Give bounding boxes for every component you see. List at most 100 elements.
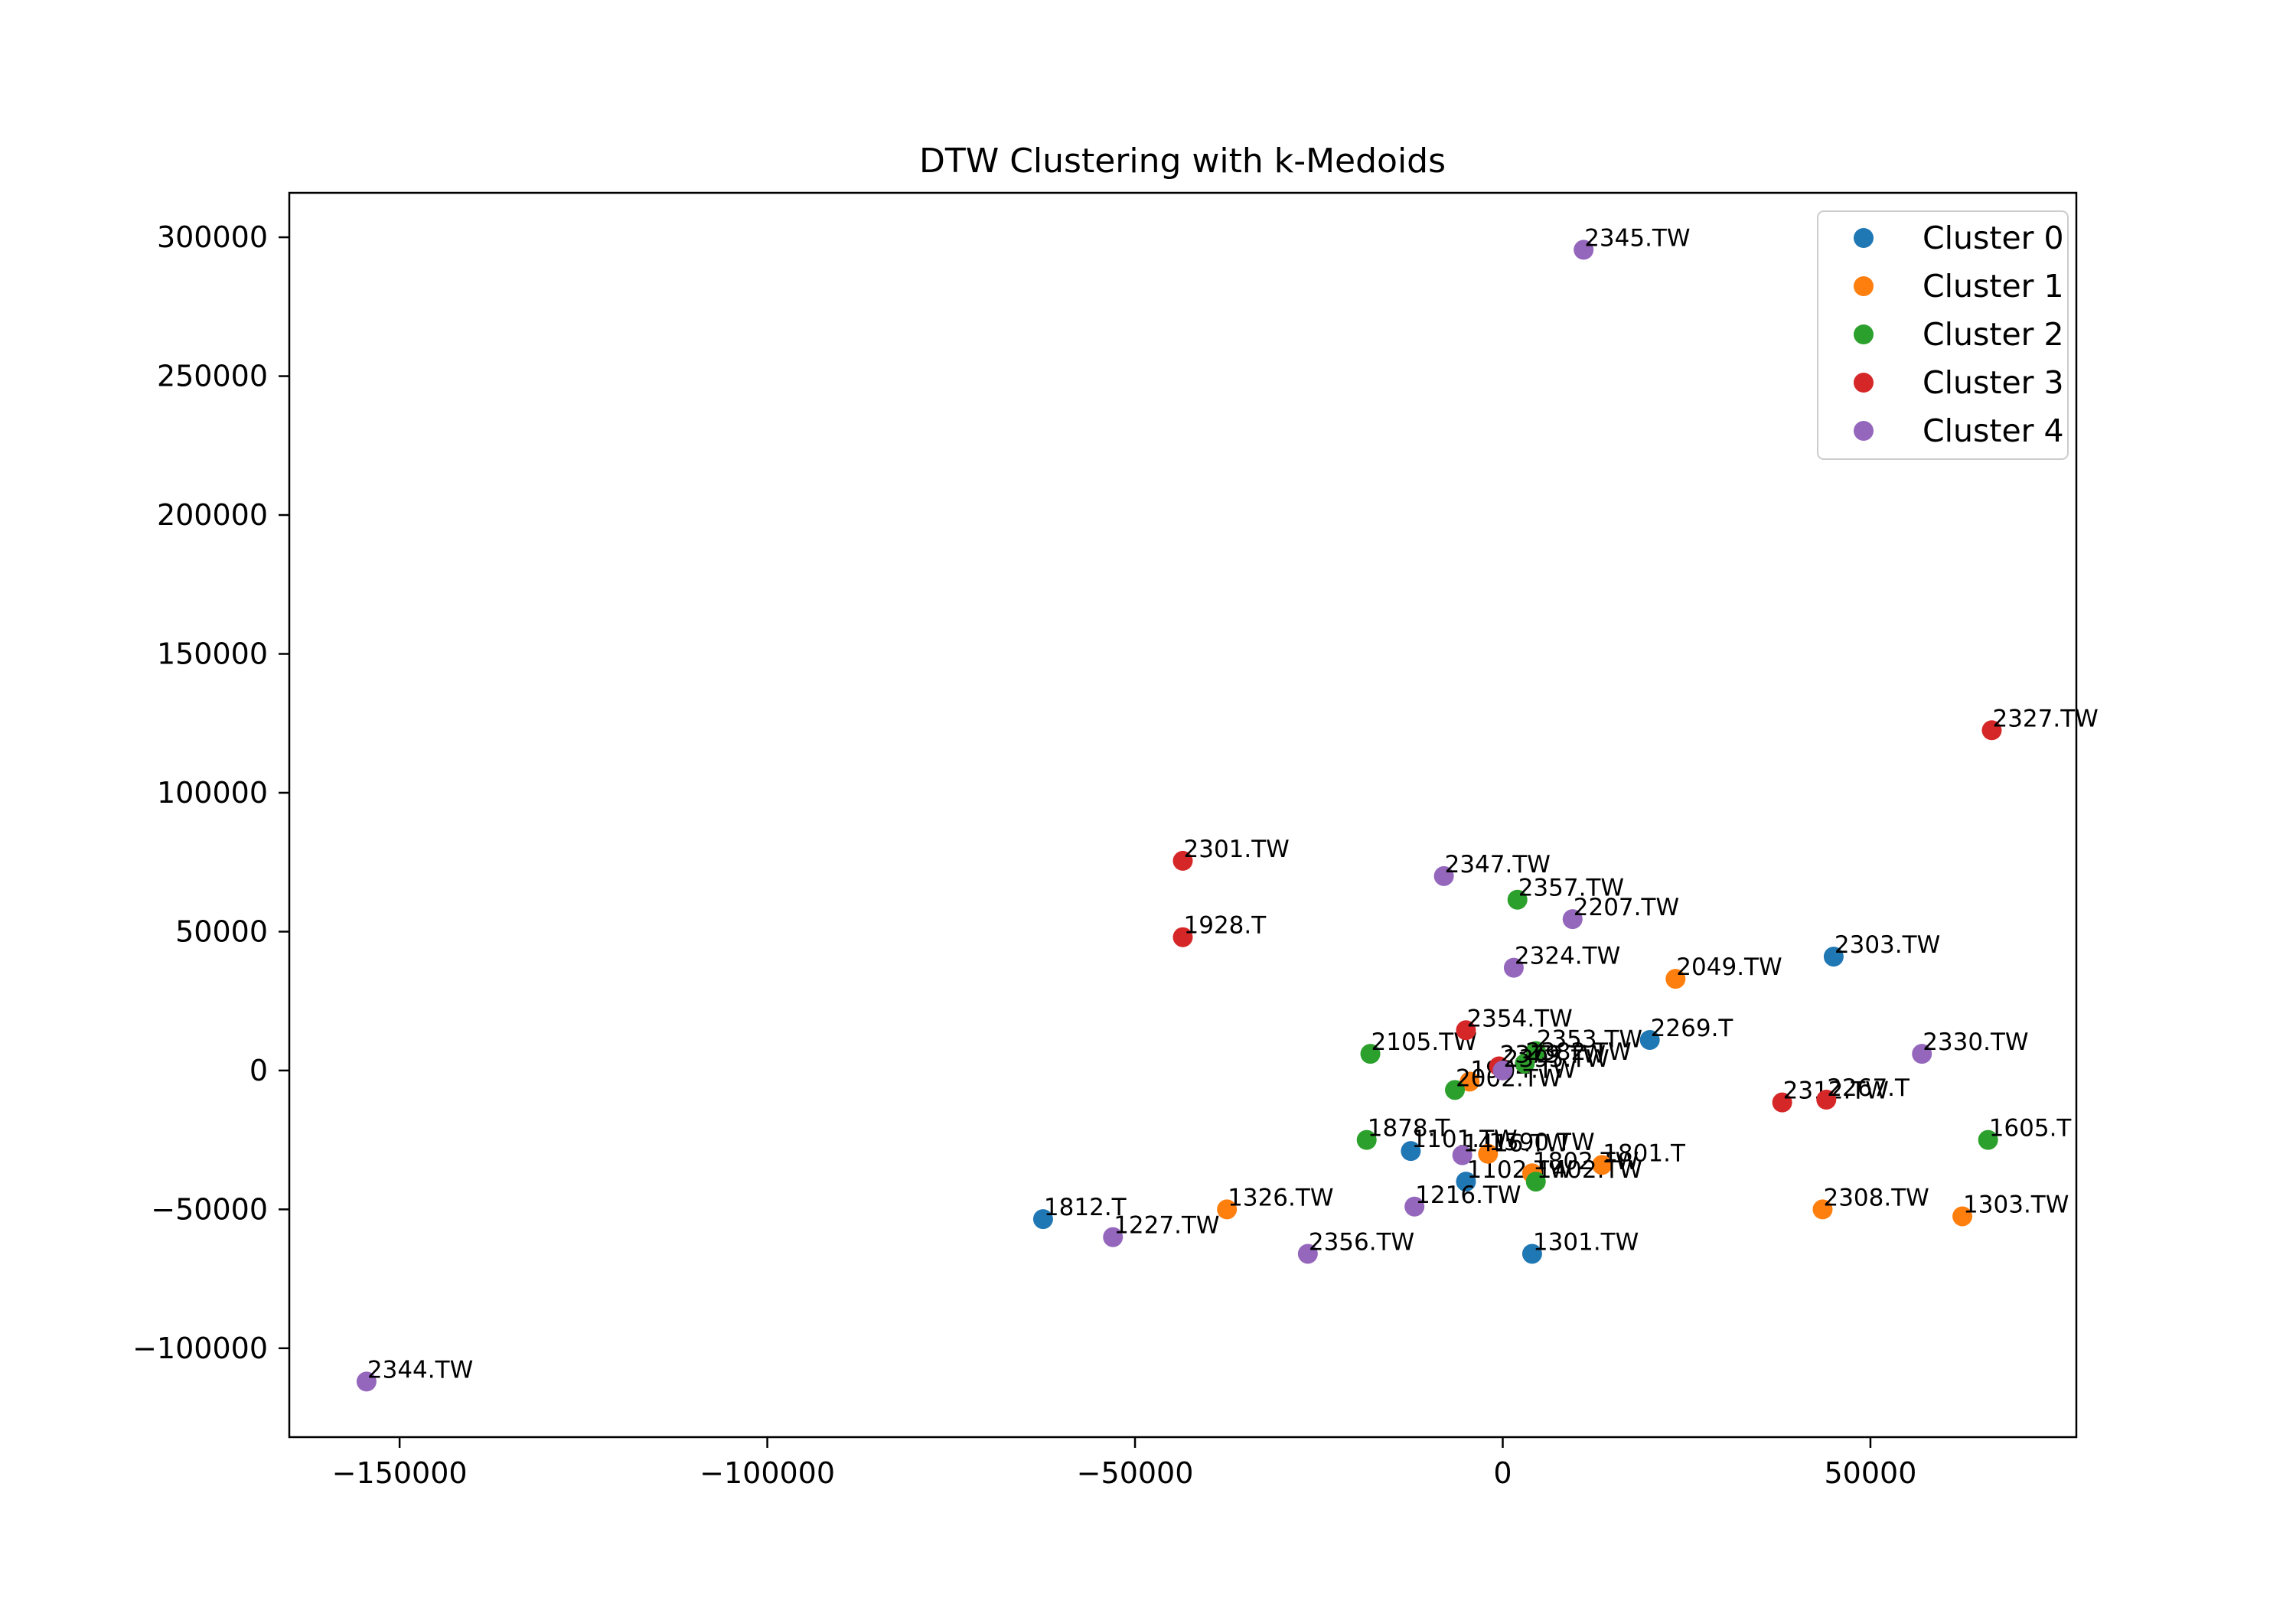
data-point xyxy=(1812,1199,1833,1220)
data-point xyxy=(1823,947,1844,967)
point-label: 2330.TW xyxy=(1923,1028,2028,1056)
axes-frame xyxy=(288,191,2078,1439)
x-tick-label: 0 xyxy=(1493,1456,1512,1490)
point-label: 2269.T xyxy=(1651,1015,1734,1042)
legend-label: Cluster 1 xyxy=(1923,268,2064,305)
point-label: 2303.TW xyxy=(1835,931,1940,959)
point-label: 1801.T xyxy=(1603,1139,1686,1167)
x-tick-label: 50000 xyxy=(1825,1456,1917,1490)
series-cluster-4: 2345.TW 2347.TW 2207.TW 2324.TW 2330.TW 2395.… xyxy=(356,224,2029,1392)
point-label: 1928.T xyxy=(1184,912,1267,940)
y-tick-label: 50000 xyxy=(175,914,268,948)
legend: Cluster 0 Cluster 1 Cluster 2 Cluster 3 Clus… xyxy=(1817,210,2069,460)
x-tick-label: −150000 xyxy=(332,1456,468,1490)
data-point xyxy=(1978,1129,1998,1150)
data-point xyxy=(1492,1060,1513,1081)
legend-marker xyxy=(1854,276,1874,296)
y-tick-label: 0 xyxy=(249,1054,268,1087)
point-label: 2207.TW xyxy=(1574,894,1679,921)
data-point xyxy=(1433,865,1454,886)
data-point xyxy=(1665,969,1686,989)
series-cluster-1: 2049.TW1904.TW1590.TW1802.TW1801.T1326.T… xyxy=(1217,953,2069,1227)
data-point xyxy=(1639,1029,1660,1050)
point-label: 2379.TW xyxy=(1500,1041,1606,1068)
data-point xyxy=(1217,1199,1238,1220)
point-label: 2356.TW xyxy=(1309,1228,1414,1256)
point-label: 1605.T xyxy=(1989,1115,2073,1143)
point-label: 2301.TW xyxy=(1184,836,1290,863)
point-label: 1590.TW xyxy=(1489,1129,1594,1156)
y-tick-label: 150000 xyxy=(157,637,268,670)
data-point xyxy=(356,1371,377,1392)
legend-box xyxy=(1817,210,2069,460)
y-tick-label: −50000 xyxy=(151,1192,268,1226)
data-point xyxy=(1592,1155,1613,1175)
series-cluster-3: 2327.TW2301.TW1928.T2354.TW2379.TW2312.T… xyxy=(1172,705,2099,1113)
point-label: 2382.TW xyxy=(1525,1038,1631,1066)
data-point xyxy=(1515,1053,1535,1074)
y-tick-label: 250000 xyxy=(157,360,268,393)
point-label: 2354.TW xyxy=(1466,1005,1572,1032)
data-point xyxy=(1297,1244,1318,1264)
legend-label: Cluster 3 xyxy=(1923,364,2064,401)
point-label: 2344.TW xyxy=(367,1356,473,1384)
data-point xyxy=(1401,1141,1421,1162)
x-tick-label: −50000 xyxy=(1077,1456,1194,1490)
data-point xyxy=(1404,1196,1425,1217)
data-point xyxy=(1172,850,1193,871)
point-label: 1301.TW xyxy=(1533,1228,1639,1256)
point-label: 2357.TW xyxy=(1518,875,1624,902)
point-label: 2353.TW xyxy=(1537,1026,1642,1054)
legend-marker xyxy=(1854,421,1874,441)
data-point xyxy=(1574,240,1594,260)
data-point xyxy=(1459,1071,1480,1092)
legend-marker xyxy=(1854,228,1874,248)
point-label: 1216.TW xyxy=(1415,1182,1521,1209)
data-point xyxy=(1816,1090,1837,1110)
point-label: 1326.TW xyxy=(1228,1184,1333,1211)
data-point xyxy=(1507,889,1528,910)
series-cluster-2: 2357.TW2105.TW2353.TW2382.TW2002.TW1878.… xyxy=(1356,875,2073,1192)
y-tick-label: 200000 xyxy=(157,498,268,532)
plot-area: −150000 −100000 −50000 0 50000 −100000 −50000 0… xyxy=(132,191,2099,1490)
data-point xyxy=(1360,1044,1381,1064)
chart-title: DTW Clustering with k-Medoids xyxy=(919,142,1446,181)
data-point xyxy=(1981,720,2002,741)
data-point xyxy=(1912,1044,1932,1064)
data-point xyxy=(1525,1172,1546,1192)
point-label: 2347.TW xyxy=(1445,851,1551,878)
point-label: 2308.TW xyxy=(1823,1184,1929,1211)
data-point xyxy=(1562,909,1583,930)
point-label: 2049.TW xyxy=(1676,953,1782,981)
legend-label: Cluster 2 xyxy=(1923,316,2064,353)
point-label: 1402.TW xyxy=(1537,1156,1642,1184)
point-label: 1303.TW xyxy=(1963,1191,2069,1218)
x-tick-label: −100000 xyxy=(700,1456,835,1490)
point-label: 2395.TW xyxy=(1503,1045,1609,1073)
data-point xyxy=(1445,1080,1466,1100)
point-label: 2327.TW xyxy=(1992,705,2098,732)
data-point xyxy=(1456,1172,1476,1192)
data-point xyxy=(1521,1244,1542,1264)
data-point xyxy=(1952,1206,1973,1227)
legend-marker xyxy=(1854,324,1874,344)
data-point xyxy=(1772,1092,1792,1113)
data-point xyxy=(1503,957,1524,978)
point-label: 1802.TW xyxy=(1533,1148,1639,1175)
point-label: 2345.TW xyxy=(1584,224,1690,252)
y-tick-label: 100000 xyxy=(157,776,268,810)
data-point xyxy=(1452,1145,1473,1165)
data-point xyxy=(1478,1143,1499,1164)
point-label: 1812.T xyxy=(1044,1194,1127,1221)
point-label: 1227.TW xyxy=(1114,1212,1219,1240)
y-tick-label: 300000 xyxy=(157,220,268,254)
data-point xyxy=(1032,1209,1053,1230)
point-label: 1416.TW xyxy=(1463,1130,1569,1158)
point-label: 2267.T xyxy=(1827,1074,1910,1102)
point-label: 1878.T xyxy=(1368,1115,1451,1143)
legend-label: Cluster 4 xyxy=(1923,412,2064,449)
data-point xyxy=(1356,1129,1377,1150)
data-point xyxy=(1456,1020,1476,1041)
